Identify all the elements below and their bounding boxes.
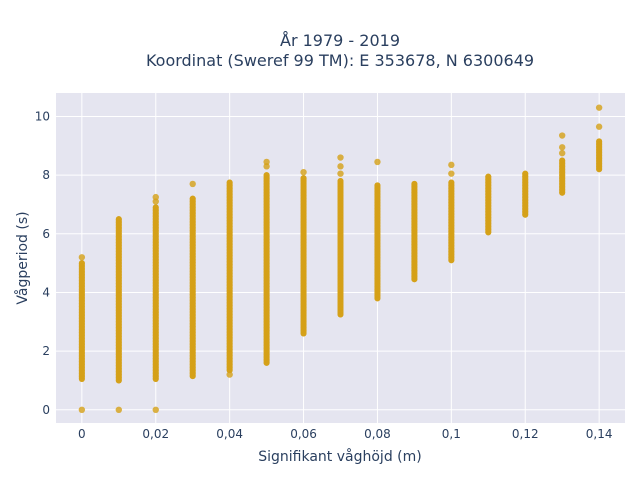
- x-axis-label: Signifikant våghöjd (m): [258, 448, 421, 465]
- point-column: [263, 158, 270, 366]
- point-column: [374, 158, 381, 302]
- data-point: [263, 163, 270, 170]
- point-column: [189, 180, 196, 380]
- x-axis-ticks: 0 0,02 0,04 0,06 0,08 0,1 0,12 0,14: [78, 427, 612, 441]
- point-column: [78, 254, 86, 413]
- data-point: [337, 170, 344, 177]
- data-point: [448, 179, 455, 186]
- data-point: [78, 260, 85, 267]
- y-axis-label: Vågperiod (s): [14, 211, 31, 304]
- x-tick-label: 0,02: [142, 427, 169, 441]
- data-point: [558, 132, 566, 139]
- data-point: [189, 195, 196, 202]
- data-point: [411, 180, 418, 187]
- data-point: [337, 178, 344, 184]
- data-point: [448, 161, 455, 169]
- data-point: [115, 406, 123, 413]
- data-point: [558, 149, 566, 157]
- y-tick-label: 8: [42, 168, 50, 182]
- x-tick-label: 0: [78, 427, 86, 441]
- data-point: [189, 180, 196, 188]
- data-point: [374, 182, 381, 189]
- point-column: [226, 179, 233, 378]
- x-tick-label: 0,08: [364, 427, 391, 441]
- data-point: [152, 406, 159, 413]
- y-tick-label: 0: [42, 403, 50, 417]
- data-points: [78, 104, 603, 413]
- point-column: [300, 169, 307, 337]
- data-point: [485, 173, 492, 180]
- data-point: [115, 216, 122, 223]
- data-point: [78, 406, 86, 413]
- data-point: [595, 123, 603, 130]
- data-point: [152, 198, 159, 205]
- data-point: [226, 179, 233, 186]
- point-column: [595, 104, 603, 173]
- y-tick-label: 6: [42, 227, 50, 241]
- x-tick-label: 0,06: [290, 427, 317, 441]
- data-point: [263, 172, 270, 179]
- data-point: [78, 254, 86, 261]
- data-point: [152, 204, 159, 211]
- point-column: [411, 180, 418, 283]
- y-axis-ticks: 0 2 4 6 8 10: [35, 109, 50, 416]
- x-tick-label: 0,04: [216, 427, 243, 441]
- chart-title-line-2: Koordinat (Sweref 99 TM): E 353678, N 63…: [146, 51, 534, 70]
- data-point: [300, 175, 307, 182]
- data-point: [337, 163, 344, 170]
- data-point: [595, 104, 603, 111]
- data-point: [596, 138, 603, 145]
- y-tick-label: 2: [42, 344, 50, 358]
- data-point: [300, 169, 307, 176]
- data-point: [263, 158, 270, 166]
- data-point: [226, 371, 233, 378]
- point-column: [522, 170, 529, 218]
- data-point: [337, 154, 344, 161]
- point-column: [448, 161, 455, 264]
- y-tick-label: 10: [35, 109, 50, 123]
- y-tick-label: 4: [42, 285, 50, 299]
- point-column: [152, 193, 159, 413]
- point-column: [558, 132, 566, 196]
- x-tick-label: 0,12: [512, 427, 539, 441]
- data-point: [559, 157, 566, 164]
- data-point: [448, 170, 455, 177]
- data-point: [522, 170, 529, 177]
- data-point: [558, 144, 566, 151]
- data-point: [374, 158, 381, 166]
- point-column: [337, 154, 344, 318]
- x-tick-label: 0,1: [442, 427, 461, 441]
- chart-title-line-1: År 1979 - 2019: [280, 31, 400, 50]
- x-tick-label: 0,14: [586, 427, 613, 441]
- point-column: [485, 173, 492, 236]
- point-column: [115, 216, 123, 413]
- data-point: [152, 193, 159, 201]
